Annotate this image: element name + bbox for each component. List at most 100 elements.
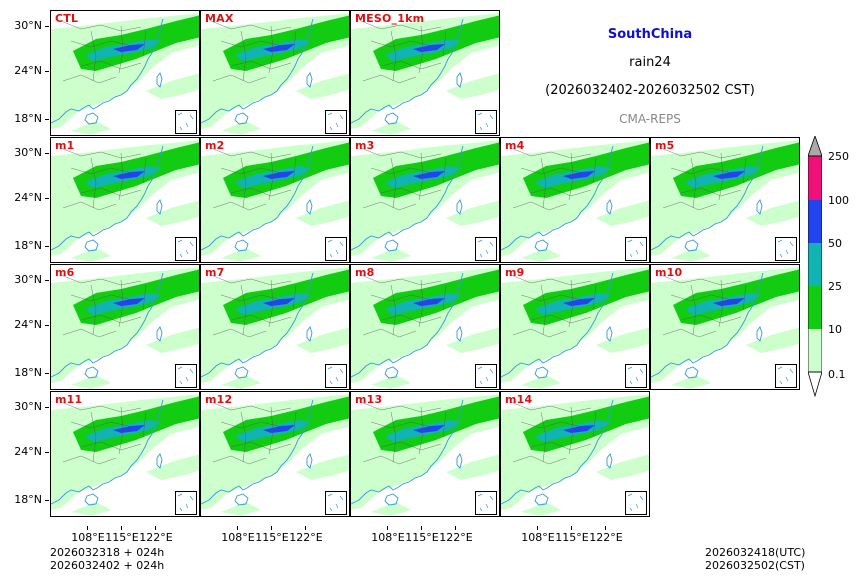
lat-label: 18°N bbox=[4, 239, 49, 252]
province-borders bbox=[60, 401, 147, 465]
province-borders bbox=[60, 20, 147, 84]
rain-storm-area bbox=[413, 298, 445, 306]
south-china-sea-inset bbox=[625, 491, 647, 515]
lat-label: 30°N bbox=[4, 400, 49, 413]
colorbar-graphic bbox=[807, 134, 823, 398]
lon-label: 115°E bbox=[252, 526, 292, 544]
panel-label: m2 bbox=[205, 139, 225, 152]
lon-label: 108°E bbox=[68, 526, 108, 544]
rain-storm-area bbox=[713, 298, 745, 306]
init-time-cst: 2026032402 + 024h bbox=[50, 559, 165, 572]
south-china-sea-inset bbox=[175, 364, 197, 388]
system-title: CMA-REPS bbox=[619, 112, 681, 126]
coastline bbox=[651, 272, 764, 378]
map-panel-m14: m14 bbox=[500, 391, 650, 517]
south-china-sea-inset bbox=[775, 364, 797, 388]
map-panel-m8: m8 bbox=[350, 264, 500, 390]
province-borders bbox=[60, 274, 147, 338]
colorbar-min-extension bbox=[807, 371, 823, 398]
colorbar-segment-10 bbox=[808, 329, 822, 372]
province-borders bbox=[210, 147, 297, 211]
panel-label: m3 bbox=[355, 139, 375, 152]
panel-label: m11 bbox=[55, 393, 83, 406]
lat-label: 30°N bbox=[4, 146, 49, 159]
south-china-sea-inset bbox=[475, 237, 497, 261]
south-china-sea-inset bbox=[175, 110, 197, 134]
province-borders bbox=[60, 147, 147, 211]
coastline bbox=[501, 399, 614, 505]
province-borders bbox=[360, 274, 447, 338]
south-china-sea-inset bbox=[625, 237, 647, 261]
panel-label: m9 bbox=[505, 266, 525, 279]
coastline bbox=[51, 18, 164, 124]
province-borders bbox=[660, 274, 747, 338]
south-china-sea-inset bbox=[475, 110, 497, 134]
rain-storm-area bbox=[263, 171, 295, 179]
province-borders bbox=[210, 401, 297, 465]
map-panel-max: MAX bbox=[200, 10, 350, 136]
lat-label: 24°N bbox=[4, 318, 49, 331]
rain-storm-area bbox=[263, 44, 295, 52]
coastline bbox=[351, 18, 464, 124]
coastline bbox=[201, 18, 314, 124]
province-borders bbox=[510, 401, 597, 465]
province-borders bbox=[510, 274, 597, 338]
rain-storm-area bbox=[413, 425, 445, 433]
coastline bbox=[501, 272, 614, 378]
rain-storm-area bbox=[113, 425, 145, 433]
lat-label: 24°N bbox=[4, 64, 49, 77]
panel-label: m10 bbox=[655, 266, 683, 279]
map-panel-m7: m7 bbox=[200, 264, 350, 390]
init-time-utc: 2026032318 + 024h bbox=[50, 546, 165, 559]
period-title: (2026032402-2026032502 CST) bbox=[545, 83, 755, 98]
coastline bbox=[51, 145, 164, 251]
colorbar-segment-250 bbox=[808, 156, 822, 200]
province-borders bbox=[660, 147, 747, 211]
colorbar bbox=[807, 134, 823, 398]
panel-label: m7 bbox=[205, 266, 225, 279]
colorbar-segment-25 bbox=[808, 286, 822, 329]
coastline bbox=[51, 399, 164, 505]
south-china-sea-inset bbox=[325, 237, 347, 261]
south-china-sea-inset bbox=[625, 364, 647, 388]
rain-storm-area bbox=[113, 171, 145, 179]
lon-label: 122°E bbox=[136, 526, 176, 544]
colorbar-label-100: 100 bbox=[828, 194, 849, 207]
panel-label: m4 bbox=[505, 139, 525, 152]
panel-label: m1 bbox=[55, 139, 75, 152]
lon-label: 122°E bbox=[286, 526, 326, 544]
south-china-sea-inset bbox=[475, 491, 497, 515]
coastline bbox=[651, 145, 764, 251]
map-panel-ctl: CTL bbox=[50, 10, 200, 136]
lat-label: 18°N bbox=[4, 366, 49, 379]
colorbar-label-50: 50 bbox=[828, 237, 842, 250]
rain-storm-area bbox=[413, 44, 445, 52]
colorbar-label-25: 25 bbox=[828, 280, 842, 293]
panel-label: m6 bbox=[55, 266, 75, 279]
rain-storm-area bbox=[563, 171, 595, 179]
south-china-sea-inset bbox=[175, 237, 197, 261]
variable-title: rain24 bbox=[629, 55, 671, 70]
lat-label: 18°N bbox=[4, 112, 49, 125]
colorbar-label-10: 10 bbox=[828, 323, 842, 336]
map-panel-m3: m3 bbox=[350, 137, 500, 263]
lat-label: 18°N bbox=[4, 493, 49, 506]
coastline bbox=[351, 272, 464, 378]
panel-label: m14 bbox=[505, 393, 533, 406]
coastline bbox=[351, 145, 464, 251]
province-borders bbox=[360, 147, 447, 211]
rain-storm-area bbox=[263, 298, 295, 306]
panel-label: m13 bbox=[355, 393, 383, 406]
south-china-sea-inset bbox=[325, 491, 347, 515]
lon-label: 122°E bbox=[586, 526, 626, 544]
south-china-sea-inset bbox=[775, 237, 797, 261]
map-panel-m2: m2 bbox=[200, 137, 350, 263]
map-panel-m1: m1 bbox=[50, 137, 200, 263]
lon-label: 108°E bbox=[218, 526, 258, 544]
lon-label: 108°E bbox=[368, 526, 408, 544]
rain-storm-area bbox=[263, 425, 295, 433]
panel-label: MAX bbox=[205, 12, 234, 25]
south-china-sea-inset bbox=[475, 364, 497, 388]
map-panel-m5: m5 bbox=[650, 137, 800, 263]
colorbar-segment-100 bbox=[808, 200, 822, 243]
